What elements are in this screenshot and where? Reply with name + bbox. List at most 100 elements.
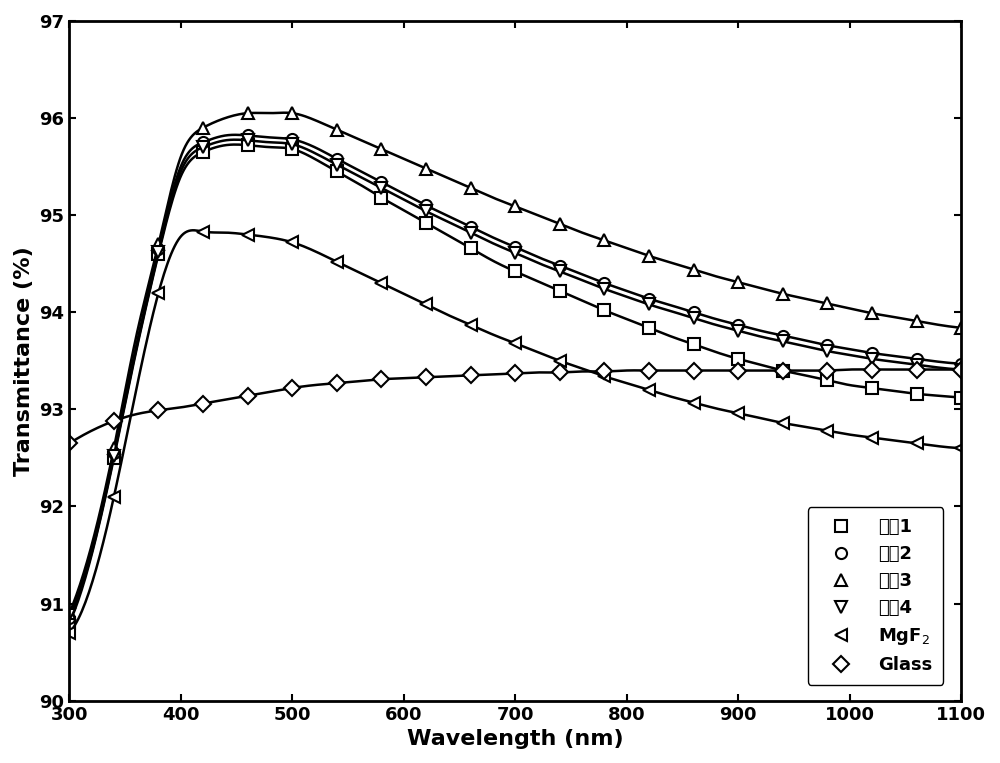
Glass <box>420 372 432 382</box>
MgF$_2$ <box>643 385 655 394</box>
实例2 <box>108 449 120 458</box>
实例2 <box>509 243 521 252</box>
Glass <box>286 383 298 392</box>
实例4 <box>108 452 120 461</box>
Glass <box>866 365 878 374</box>
实例2 <box>911 354 923 363</box>
实例4 <box>598 285 610 294</box>
Glass <box>955 365 967 374</box>
实例2 <box>420 201 432 210</box>
实例4 <box>509 249 521 258</box>
实例1 <box>108 453 120 462</box>
实例3 <box>554 219 566 228</box>
实例3 <box>821 299 833 308</box>
实例2 <box>688 307 700 317</box>
实例4 <box>465 228 477 237</box>
Glass <box>465 371 477 380</box>
实例1 <box>465 243 477 253</box>
实例3 <box>197 123 209 132</box>
实例3 <box>420 164 432 173</box>
MgF$_2$ <box>465 320 477 330</box>
实例4 <box>777 336 789 346</box>
实例4 <box>955 365 967 374</box>
MgF$_2$ <box>197 227 209 237</box>
实例3 <box>866 308 878 317</box>
实例4 <box>643 300 655 309</box>
实例1 <box>197 147 209 156</box>
实例4 <box>420 207 432 216</box>
实例1 <box>821 375 833 385</box>
实例3 <box>732 278 744 287</box>
实例1 <box>242 140 254 150</box>
实例4 <box>197 143 209 152</box>
实例2 <box>821 340 833 349</box>
实例2 <box>197 137 209 146</box>
实例3 <box>643 251 655 260</box>
实例2 <box>375 178 387 187</box>
实例1 <box>777 366 789 375</box>
实例1 <box>955 393 967 402</box>
实例4 <box>688 314 700 323</box>
Y-axis label: Transmittance (%): Transmittance (%) <box>14 246 34 475</box>
Glass <box>777 366 789 375</box>
实例1 <box>331 167 343 176</box>
实例2 <box>242 131 254 140</box>
MgF$_2$ <box>375 278 387 288</box>
实例2 <box>465 222 477 231</box>
Glass <box>108 417 120 426</box>
Glass <box>197 399 209 408</box>
Line: Glass: Glass <box>64 364 967 449</box>
实例2 <box>63 613 75 623</box>
MgF$_2$ <box>866 433 878 442</box>
实例3 <box>375 144 387 153</box>
实例1 <box>63 619 75 628</box>
实例3 <box>911 317 923 326</box>
Glass <box>821 366 833 375</box>
实例3 <box>688 265 700 274</box>
实例2 <box>331 154 343 163</box>
MgF$_2$ <box>598 372 610 381</box>
实例4 <box>331 160 343 169</box>
实例1 <box>509 267 521 276</box>
实例1 <box>866 383 878 392</box>
MgF$_2$ <box>63 628 75 637</box>
实例3 <box>108 443 120 452</box>
实例3 <box>465 183 477 192</box>
Glass <box>598 367 610 376</box>
Glass <box>732 366 744 375</box>
Line: 实例3: 实例3 <box>64 108 967 619</box>
Glass <box>63 439 75 448</box>
实例3 <box>509 201 521 211</box>
MgF$_2$ <box>242 230 254 239</box>
实例4 <box>554 267 566 276</box>
Glass <box>152 406 164 415</box>
Line: 实例4: 实例4 <box>64 135 967 621</box>
实例1 <box>152 250 164 259</box>
实例1 <box>554 286 566 295</box>
实例2 <box>152 244 164 253</box>
实例2 <box>643 294 655 303</box>
MgF$_2$ <box>911 439 923 448</box>
实例2 <box>598 278 610 288</box>
实例3 <box>955 324 967 333</box>
实例3 <box>63 609 75 618</box>
MgF$_2$ <box>554 356 566 365</box>
Legend: 实例1, 实例2, 实例3, 实例4, MgF$_2$, Glass: 实例1, 实例2, 实例3, 实例4, MgF$_2$, Glass <box>808 507 943 685</box>
MgF$_2$ <box>108 492 120 501</box>
MgF$_2$ <box>955 443 967 452</box>
MgF$_2$ <box>509 339 521 348</box>
实例3 <box>242 108 254 118</box>
实例1 <box>420 218 432 227</box>
实例1 <box>375 193 387 202</box>
实例2 <box>286 135 298 144</box>
Glass <box>509 369 521 378</box>
实例4 <box>375 183 387 192</box>
实例1 <box>732 354 744 363</box>
Line: 实例1: 实例1 <box>64 140 967 629</box>
Glass <box>643 366 655 375</box>
实例3 <box>598 236 610 245</box>
实例2 <box>955 359 967 369</box>
实例2 <box>732 320 744 330</box>
实例4 <box>732 326 744 335</box>
Glass <box>688 366 700 375</box>
